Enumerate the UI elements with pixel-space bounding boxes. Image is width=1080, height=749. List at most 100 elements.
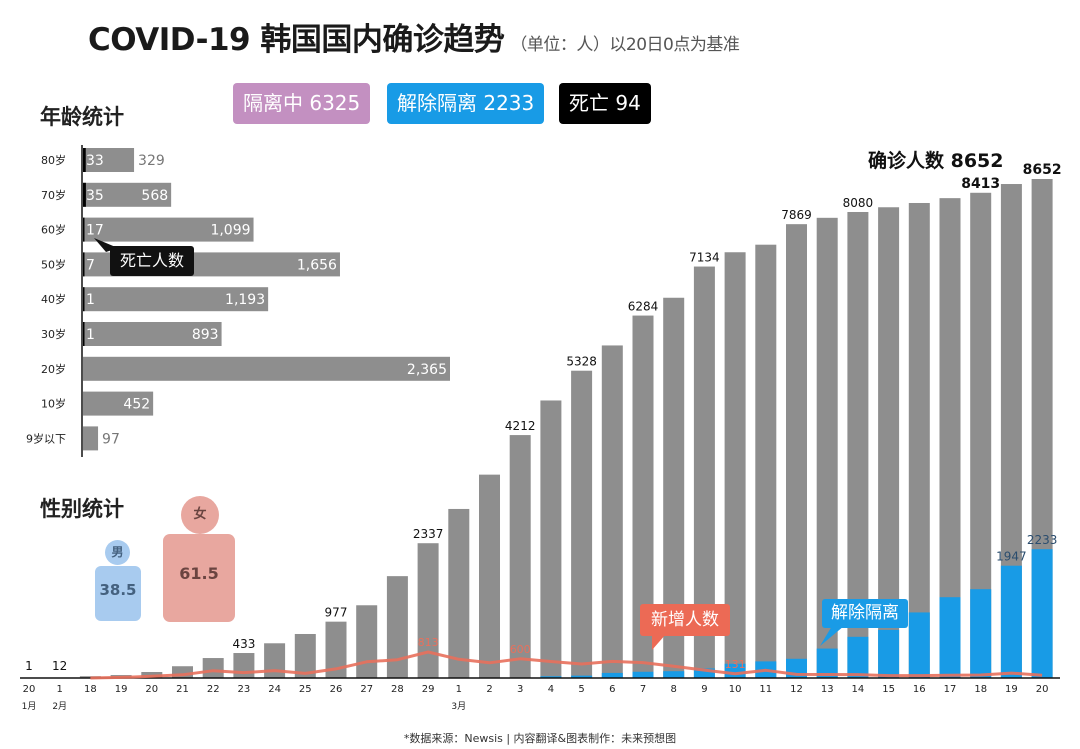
x-tick-label: 19 <box>115 684 128 695</box>
x-tick-label: 25 <box>299 684 312 695</box>
x-tick-label: 24 <box>268 684 281 695</box>
badge-deaths: 死亡 94 <box>559 83 651 124</box>
new-cases-line <box>90 650 1043 680</box>
x-tick-label: 14 <box>852 684 865 695</box>
x-tick-label: 17 <box>944 684 957 695</box>
x-tick-label: 28 <box>391 684 404 695</box>
new-cases-value-label: 813 <box>418 636 439 649</box>
age-section-title: 年龄统计 <box>40 105 124 129</box>
cases-bar <box>233 653 255 678</box>
cases-bar <box>724 252 746 678</box>
cases-bar <box>571 370 593 678</box>
cases-value-label: 977 <box>325 606 348 620</box>
x-tick-label: 18 <box>974 684 987 695</box>
subtitle: （单位：人）以20日0点为基准 <box>510 35 740 55</box>
released-bar <box>1031 549 1053 678</box>
chart-title: 确诊人数 8652 <box>868 150 1004 172</box>
x-tick-label: 10 <box>729 684 742 695</box>
x-tick-label: 9 <box>701 684 707 695</box>
released-bar <box>816 648 838 678</box>
month-label: 2月 <box>52 701 67 712</box>
male-label: 男 <box>111 545 124 559</box>
released-value-label: 2233 <box>1027 533 1058 547</box>
age-death-bar <box>83 252 85 277</box>
female-value: 61.5 <box>179 564 219 583</box>
cases-bar <box>847 211 869 679</box>
released-bar <box>908 612 930 678</box>
cases-bar <box>663 297 685 678</box>
cases-bar <box>202 658 224 678</box>
cases-value-label: 8413 <box>961 176 1000 192</box>
x-tick-label: 15 <box>882 684 895 695</box>
age-death-bar <box>83 322 85 346</box>
cases-bar <box>479 474 500 678</box>
released-bar <box>571 675 593 678</box>
age-label: 70岁 <box>41 188 66 202</box>
age-total-value: 1,099 <box>210 223 250 239</box>
cases-value-label: 4212 <box>505 419 536 433</box>
x-tick-label: 20 <box>1036 684 1049 695</box>
age-label: 50岁 <box>41 257 66 271</box>
age-bar <box>83 322 222 346</box>
x-tick-label: 23 <box>238 684 251 695</box>
age-label: 80岁 <box>41 153 66 167</box>
cases-bar <box>264 643 286 678</box>
x-tick-label: 1 <box>57 684 63 695</box>
x-tick-label: 20 <box>145 684 158 695</box>
released-bar <box>693 668 715 678</box>
age-death-value: 33 <box>86 153 104 169</box>
released-bar <box>878 629 900 678</box>
cases-bar <box>878 207 900 679</box>
cases-bar <box>417 543 439 678</box>
age-bar <box>83 182 172 207</box>
cases-bar <box>509 435 531 678</box>
age-total-value: 452 <box>123 397 150 413</box>
male-body: 38.5 <box>95 566 141 621</box>
x-tick-label: 12 <box>790 684 803 695</box>
x-tick-label: 2 <box>486 684 492 695</box>
released-bar <box>970 589 992 678</box>
cases-value-label: 12 <box>52 659 67 673</box>
page-title: COVID-19 韩国国内确诊趋势 （单位：人）以20日0点为基准 <box>88 14 740 59</box>
badge-released: 解除隔离 2233 <box>387 83 545 124</box>
cases-bar <box>325 621 347 678</box>
released-bar <box>847 636 869 678</box>
cases-bar <box>540 400 562 678</box>
cases-bar <box>970 192 992 678</box>
cases-bar <box>172 666 193 678</box>
x-tick-label: 26 <box>330 684 343 695</box>
released-bar <box>939 597 961 678</box>
badge-isolated: 隔离中 6325 <box>233 83 371 124</box>
age-death-bar <box>83 217 85 242</box>
age-total-value: 97 <box>102 431 120 447</box>
x-tick-label: 21 <box>176 684 189 695</box>
age-total-value: 2,365 <box>407 362 447 378</box>
age-label: 20岁 <box>41 362 66 376</box>
month-label: 3月 <box>451 701 466 712</box>
gender-section-title: 性别统计 <box>40 497 124 521</box>
male-head: 男 <box>105 540 130 565</box>
cases-value-label: 1 <box>25 659 33 673</box>
age-label: 30岁 <box>41 327 66 341</box>
x-tick-label: 13 <box>821 684 834 695</box>
new-cases-value-label: 600 <box>510 643 531 656</box>
cases-value-label: 7134 <box>689 251 720 265</box>
death-callout: 死亡人数 <box>110 246 194 276</box>
cases-value-label: 7869 <box>781 208 812 222</box>
age-label: 10岁 <box>41 397 66 411</box>
month-label: 1月 <box>22 701 37 712</box>
released-bar <box>1000 565 1022 678</box>
cases-bar <box>632 315 654 678</box>
age-bar <box>83 287 269 312</box>
age-death-value: 1 <box>86 327 95 343</box>
released-bar <box>540 676 562 678</box>
released-callout: 解除隔离 <box>822 599 908 628</box>
x-tick-label: 16 <box>913 684 926 695</box>
x-tick-label: 4 <box>548 684 554 695</box>
released-bar <box>601 672 623 678</box>
age-bar <box>83 148 135 172</box>
age-bar <box>83 217 254 242</box>
